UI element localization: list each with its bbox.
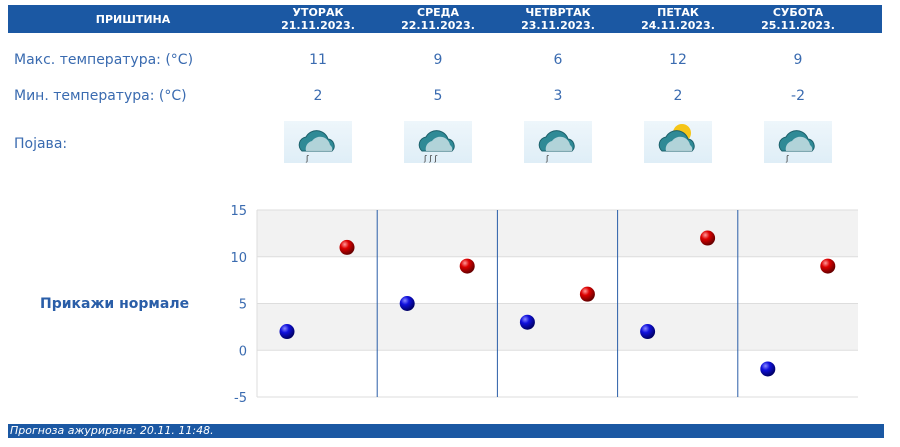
grid-band (257, 303, 858, 351)
day-header: СРЕДА 22.11.2023. (378, 6, 498, 32)
y-tick-label: 15 (230, 204, 247, 219)
y-tick-label: 10 (230, 251, 247, 266)
cloud-light-rain-icon: ʃ (764, 121, 832, 163)
svg-text:ʃ: ʃ (305, 154, 309, 163)
day-date: 21.11.2023. (281, 19, 355, 32)
day-header: ЧЕТВРТАК 23.11.2023. (498, 6, 618, 32)
day-date: 22.11.2023. (401, 19, 475, 32)
max-temp-point (579, 286, 595, 302)
day-header: ПЕТАК 24.11.2023. (618, 6, 738, 32)
min-temp-point (399, 296, 415, 311)
max-temp-value: 12 (669, 52, 687, 68)
min-temp-point (760, 361, 776, 377)
max-temp-label: Макс. температура: (°C) (14, 52, 194, 68)
min-temp-value: 5 (433, 88, 443, 104)
city-name: ПРИШТИНА (95, 13, 171, 26)
day-name: СУБОТА (772, 6, 824, 19)
show-normals-link[interactable]: Прикажи нормале (40, 296, 190, 312)
min-temp-value: 2 (673, 88, 683, 104)
day-date: 24.11.2023. (641, 19, 715, 32)
day-date: 23.11.2023. (521, 19, 595, 32)
sun-behind-clouds-icon (644, 121, 712, 163)
y-tick-label: 5 (239, 298, 247, 313)
cloud-light-rain-icon: ʃ (284, 121, 352, 163)
forecast-updated: Прогноза ажурирана: 20.11. 11:48. (8, 424, 884, 438)
min-temp-label: Мин. температура: (°C) (14, 88, 187, 104)
min-temp-value: 2 (313, 88, 323, 104)
day-header: УТОРАК 21.11.2023. (258, 6, 378, 32)
max-temp-value: 6 (553, 52, 563, 68)
y-tick-label: -5 (234, 391, 247, 406)
max-temp-value: 11 (309, 52, 327, 68)
max-temp-point (459, 258, 475, 274)
day-header: СУБОТА 25.11.2023. (738, 6, 858, 32)
min-temp-point (640, 324, 656, 340)
min-temp-point (519, 314, 535, 330)
max-temp-point (339, 239, 355, 255)
min-temp-point (279, 324, 295, 340)
day-name: СРЕДА (417, 6, 459, 19)
cloud-light-rain-icon: ʃ (524, 121, 592, 163)
max-temp-value: 9 (433, 52, 443, 68)
max-temp-point (820, 258, 836, 274)
cloud-rain-icon: ʃ ʃ ʃ (404, 121, 472, 163)
max-temp-value: 9 (793, 52, 803, 68)
day-name: ЧЕТВРТАК (525, 6, 591, 19)
day-date: 25.11.2023. (761, 19, 835, 32)
svg-text:ʃ: ʃ (785, 154, 789, 163)
max-temp-point (700, 230, 716, 246)
grid-band (257, 210, 858, 257)
svg-text:ʃ ʃ ʃ: ʃ ʃ ʃ (423, 154, 437, 163)
min-temp-value: 3 (553, 88, 563, 104)
day-name: ПЕТАК (657, 6, 699, 19)
y-tick-label: 0 (239, 344, 247, 359)
header-bar: ПРИШТИНА УТОРАК 21.11.2023. СРЕДА 22.11.202… (8, 5, 882, 33)
svg-text:ʃ: ʃ (545, 154, 549, 163)
min-temp-value: -2 (791, 88, 805, 104)
day-name: УТОРАК (292, 6, 344, 19)
phenomenon-label: Појава: (14, 136, 68, 152)
